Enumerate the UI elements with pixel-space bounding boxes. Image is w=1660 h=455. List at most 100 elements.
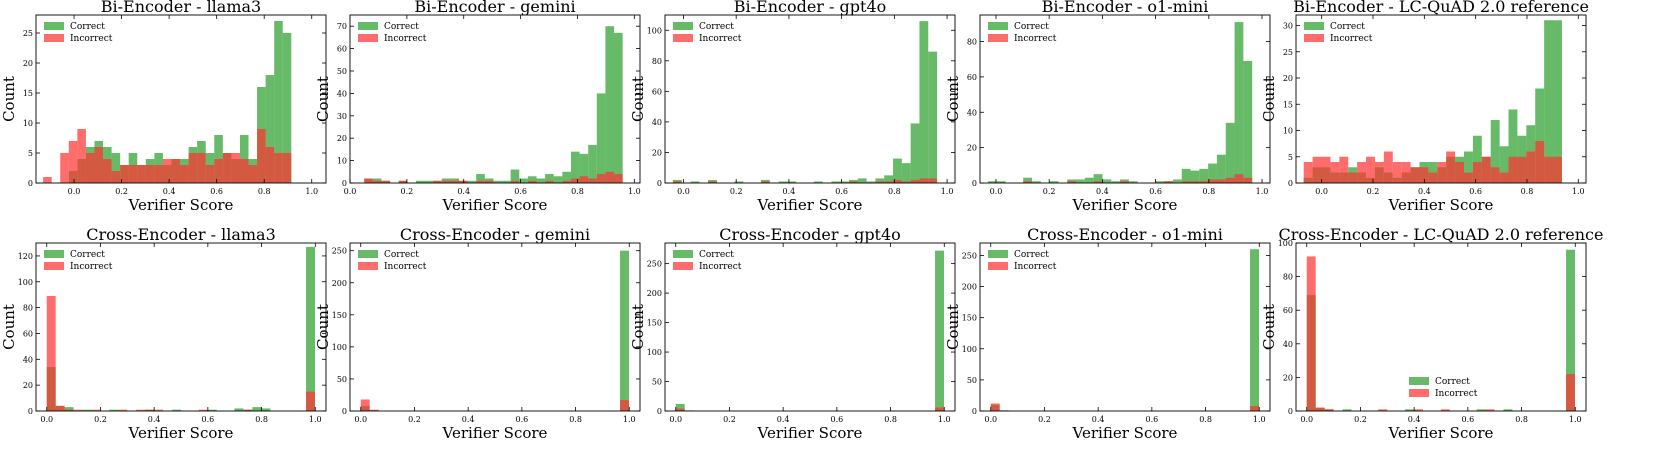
legend-label-incorrect: Incorrect [699, 34, 742, 44]
x-tick-label: 0.8 [884, 415, 897, 424]
y-axis-label: Count [0, 304, 18, 350]
bar-correct-4 [1023, 177, 1033, 183]
legend: Correct Incorrect [1304, 22, 1373, 44]
bar-incorrect-24 [1199, 181, 1209, 183]
bar-incorrect-0 [360, 399, 370, 411]
x-tick-label: 0.6 [1461, 415, 1474, 424]
bar-incorrect-12 [1410, 167, 1420, 183]
bar-incorrect-0 [990, 403, 1000, 411]
bar-correct-15 [493, 180, 503, 183]
bar-incorrect-18 [197, 153, 206, 183]
legend-label-correct: Correct [70, 250, 105, 260]
plot-frame [35, 242, 327, 412]
x-tick-label: 0.8 [1521, 187, 1534, 196]
bar-correct-0 [987, 181, 997, 183]
y-tick-label: 25 [1283, 48, 1293, 57]
x-axis-label: Verifier Score [1388, 424, 1494, 442]
bar-correct-7 [734, 181, 744, 183]
bar-correct-12 [778, 181, 788, 183]
bar-correct-20 [536, 178, 546, 183]
series-incorrect [1306, 256, 1575, 411]
legend-label-incorrect: Incorrect [384, 262, 427, 272]
y-tick-label: 60 [1283, 306, 1293, 315]
series-incorrect [1303, 141, 1562, 183]
x-tick-label: 0.8 [569, 415, 582, 424]
legend: Correct Incorrect [673, 22, 742, 44]
y-tick-label: 100 [647, 348, 662, 357]
subplot-6: 0.0 0.2 0.4 0.6 0.8 1.0 0 20 40 60 80 100 120 Cross-E… [0, 225, 327, 442]
legend-swatch-correct [988, 22, 1008, 30]
bar-incorrect-28 [919, 178, 929, 183]
bar-correct-14 [1111, 181, 1121, 183]
y-tick-label: 200 [962, 283, 977, 292]
legend-label-correct: Correct [1014, 250, 1049, 260]
bar-incorrect-29 [1566, 374, 1575, 411]
bar-incorrect-0 [46, 295, 56, 411]
y-tick-label: 50 [967, 376, 977, 385]
bar-correct-25 [579, 153, 589, 183]
bar-incorrect-23 [1508, 156, 1518, 183]
bar-correct-13 [787, 181, 797, 183]
legend-swatch-correct [1304, 22, 1324, 30]
y-tick-label: 15 [23, 89, 33, 98]
bar-incorrect-19 [527, 180, 537, 183]
x-tick-label: 0.0 [68, 187, 81, 196]
bar-correct-27 [1544, 20, 1554, 183]
series-correct [364, 26, 623, 184]
bar-incorrect-3 [1330, 162, 1340, 183]
bar-correct-13 [1102, 179, 1112, 183]
bar-correct-7 [109, 409, 119, 411]
bar-incorrect-26 [1535, 141, 1545, 183]
bar-correct-18 [831, 181, 841, 183]
x-tick-label: 0.2 [1038, 415, 1051, 424]
series-incorrect [1023, 174, 1253, 183]
y-axis-label: Count [629, 76, 647, 122]
subplot-2: 0.0 0.2 0.4 0.6 0.8 1.0 0 10 20 30 40 50 60 70 Bi-Enco… [314, 0, 641, 214]
bar-incorrect-3 [73, 409, 83, 411]
bar-incorrect-23 [562, 180, 571, 183]
bar-incorrect-23 [239, 159, 249, 183]
y-tick-label: 60 [23, 329, 33, 338]
bar-correct-24 [1199, 168, 1209, 183]
bar-correct-19 [1155, 181, 1165, 183]
bar-correct-29 [935, 250, 944, 411]
x-tick-label: 0.2 [115, 187, 128, 196]
y-tick-label: 100 [332, 343, 347, 352]
legend-swatch-incorrect [44, 34, 64, 42]
x-tick-label: 1.0 [1256, 187, 1269, 196]
bar-incorrect-27 [1225, 177, 1235, 183]
legend-label-correct: Correct [384, 250, 419, 260]
x-tick-label: 0.6 [515, 415, 528, 424]
bar-incorrect-26 [265, 147, 275, 183]
bar-incorrect-3 [68, 141, 78, 183]
bar-incorrect-12 [1414, 409, 1423, 411]
bar-incorrect-0 [364, 178, 373, 183]
bar-correct-18 [519, 178, 528, 183]
bar-correct-19 [527, 176, 537, 183]
y-tick-label: 20 [23, 381, 33, 390]
y-tick-label: 250 [647, 260, 662, 269]
legend: Correct Incorrect [358, 22, 427, 44]
y-tick-label: 70 [337, 22, 347, 31]
plot-frame [979, 242, 1271, 412]
x-tick-label: 0.6 [1149, 187, 1162, 196]
y-tick-label: 40 [337, 89, 347, 98]
y-tick-label: 20 [967, 144, 977, 153]
bar-incorrect-8 [1378, 409, 1388, 411]
bar-incorrect-7 [1366, 156, 1375, 183]
x-tick-label: 0.4 [457, 187, 470, 196]
y-tick-label: 100 [962, 345, 977, 354]
y-axis-label: Count [314, 76, 332, 122]
bar-correct-29 [620, 250, 629, 411]
bar-incorrect-22 [1499, 172, 1509, 183]
bar-incorrect-0 [672, 181, 682, 183]
bar-incorrect-5 [1348, 172, 1358, 183]
x-axis-label: Verifier Score [1388, 196, 1494, 214]
x-tick-label: 0.6 [514, 187, 527, 196]
x-tick-label: 0.2 [94, 415, 107, 424]
bar-incorrect-28 [282, 153, 292, 183]
y-tick-label: 80 [23, 304, 33, 313]
bar-incorrect-19 [1472, 162, 1482, 183]
x-tick-label: 0.6 [201, 415, 214, 424]
bar-incorrect-29 [306, 391, 315, 411]
